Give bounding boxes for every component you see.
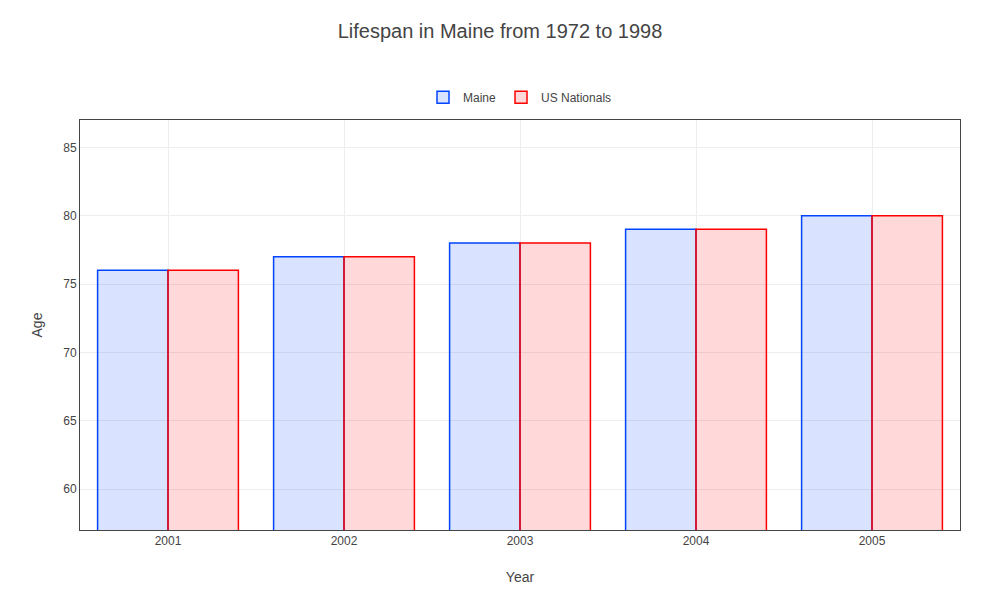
svg-text:Year: Year	[506, 569, 535, 585]
svg-text:2002: 2002	[331, 534, 358, 548]
svg-text:85: 85	[63, 141, 77, 155]
svg-text:2001: 2001	[155, 534, 182, 548]
svg-text:80: 80	[63, 209, 77, 223]
svg-text:70: 70	[63, 346, 77, 360]
svg-text:65: 65	[63, 414, 77, 428]
svg-text:75: 75	[63, 277, 77, 291]
svg-text:US Nationals: US Nationals	[541, 91, 611, 105]
svg-text:2004: 2004	[683, 534, 710, 548]
svg-text:2003: 2003	[507, 534, 534, 548]
svg-text:Maine: Maine	[463, 91, 496, 105]
svg-text:Age: Age	[29, 312, 45, 337]
svg-text:Lifespan in Maine from 1972 to: Lifespan in Maine from 1972 to 1998	[338, 20, 663, 42]
svg-text:60: 60	[63, 482, 77, 496]
svg-text:2005: 2005	[859, 534, 886, 548]
